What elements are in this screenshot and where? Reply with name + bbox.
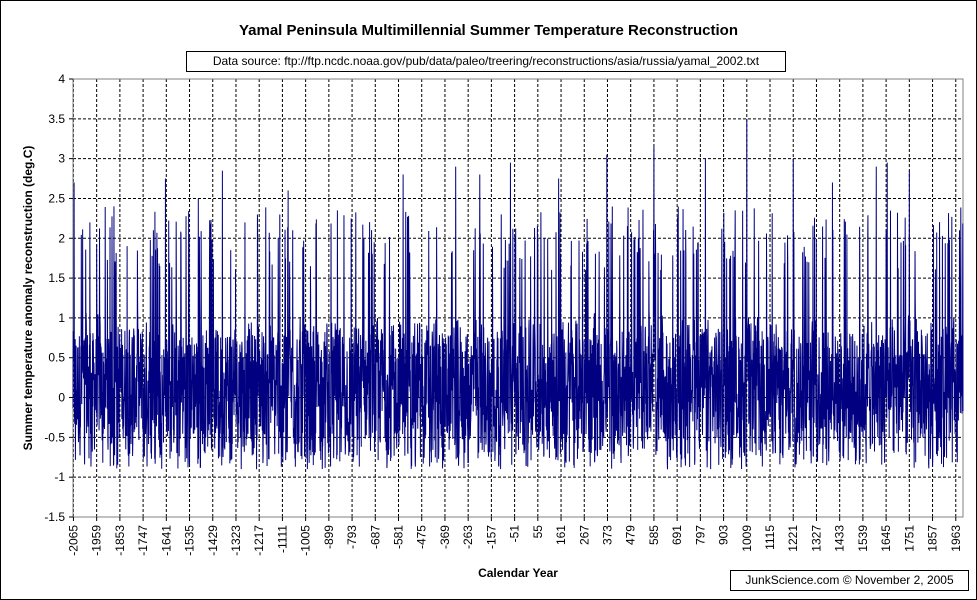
y-tick-label: 0.5 xyxy=(48,351,65,365)
y-tick-label: 2.5 xyxy=(48,191,65,205)
y-tick-label: 4 xyxy=(58,72,65,86)
y-tick-label: -0.5 xyxy=(44,430,65,444)
x-tick-label: -263 xyxy=(461,525,475,549)
x-tick-label: -157 xyxy=(484,525,498,549)
x-tick-label: 1115 xyxy=(763,525,777,550)
x-tick-label: 1857 xyxy=(926,525,940,552)
x-tick-label: -369 xyxy=(438,525,452,549)
x-tick-label: -1429 xyxy=(206,525,220,556)
x-tick-label: -1005 xyxy=(299,525,313,556)
x-tick-label: 585 xyxy=(647,525,661,545)
x-tick-label: -793 xyxy=(345,525,359,549)
y-tick-label: 2 xyxy=(58,231,65,245)
y-tick-label: -1 xyxy=(54,470,65,484)
x-tick-label: 1645 xyxy=(879,525,893,552)
x-tick-label: 1539 xyxy=(856,525,870,552)
x-tick-label: 1963 xyxy=(949,525,963,552)
x-tick-label: -51 xyxy=(508,525,522,543)
series-line xyxy=(72,118,964,470)
x-tick-label: -1959 xyxy=(90,525,104,556)
x-tick-label: 1009 xyxy=(740,525,754,552)
y-tick-label: 0 xyxy=(58,391,65,405)
x-tick-label: 373 xyxy=(600,525,614,545)
y-tick-label: 3.5 xyxy=(48,112,65,126)
chart-title: Yamal Peninsula Multimillennial Summer T… xyxy=(238,22,738,39)
x-tick-label: 903 xyxy=(717,525,731,545)
y-axis-label: Summer temperature anomaly reconstructio… xyxy=(21,146,35,451)
x-tick-label: -2065 xyxy=(66,525,80,556)
x-tick-label: -899 xyxy=(322,525,336,549)
credit-box: JunkScience.com © November 2, 2005 xyxy=(730,570,969,591)
x-tick-label: 479 xyxy=(624,525,638,545)
y-tick-label: -1.5 xyxy=(44,510,65,524)
x-axis-ticks: -2065 -1959 -1853 -1747 -1641 -1535 -1429 -1323… xyxy=(66,517,963,556)
y-axis-ticks: 4 3.5 3 2.5 2 1.5 1 0.5 0 -0.5 -1 -1.5 xyxy=(44,72,73,524)
x-tick-label: 691 xyxy=(670,525,684,545)
x-tick-label: -475 xyxy=(415,525,429,549)
x-tick-label: 1751 xyxy=(902,525,916,552)
plot-area xyxy=(72,78,964,518)
plot-border xyxy=(72,78,964,518)
x-tick-label: -1111 xyxy=(275,525,289,553)
x-axis-label: Calendar Year xyxy=(478,566,558,580)
x-tick-label: 55 xyxy=(531,525,545,539)
grid xyxy=(72,79,963,517)
series-polyline xyxy=(72,118,964,470)
x-tick-label: -1853 xyxy=(113,525,127,556)
y-tick-label: 1.5 xyxy=(48,271,65,285)
x-tick-label: 1433 xyxy=(833,525,847,552)
x-tick-label: -1323 xyxy=(229,525,243,556)
x-tick-label: -1217 xyxy=(252,525,266,556)
x-tick-label: 267 xyxy=(577,525,591,545)
data-source-box: Data source: ftp://ftp.ncdc.noaa.gov/pub… xyxy=(186,51,786,72)
x-tick-label: -1641 xyxy=(159,525,173,556)
x-tick-label: 161 xyxy=(554,525,568,545)
y-tick-label: 3 xyxy=(58,152,65,166)
x-tick-label: 1221 xyxy=(786,525,800,552)
x-tick-label: -1535 xyxy=(183,525,197,556)
x-tick-label: -1747 xyxy=(136,525,150,556)
x-tick-label: 1327 xyxy=(809,525,823,552)
x-tick-label: -687 xyxy=(368,525,382,549)
y-tick-label: 1 xyxy=(58,311,65,325)
x-tick-label: 797 xyxy=(693,525,707,545)
x-tick-label: -581 xyxy=(392,525,406,549)
